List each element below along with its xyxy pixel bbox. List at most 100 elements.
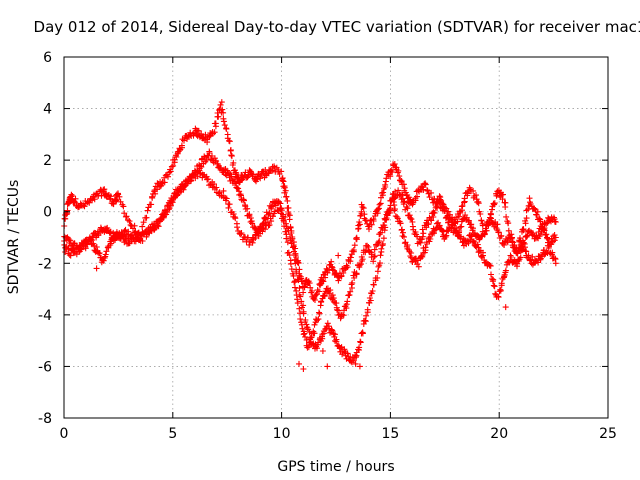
y-tick-label: 0 xyxy=(43,205,52,221)
data-point xyxy=(475,200,482,207)
data-point xyxy=(118,232,125,239)
data-point xyxy=(422,181,429,188)
data-point xyxy=(355,222,362,229)
data-point xyxy=(550,233,557,240)
data-point xyxy=(103,248,110,255)
data-point xyxy=(505,220,512,227)
data-point xyxy=(399,226,405,233)
data-point xyxy=(488,271,494,278)
data-point xyxy=(328,326,335,333)
data-point xyxy=(100,257,107,264)
data-point xyxy=(448,226,455,232)
data-point xyxy=(138,233,145,240)
data-point xyxy=(536,215,543,222)
data-point xyxy=(127,221,134,228)
data-point xyxy=(284,197,291,204)
data-point xyxy=(272,202,279,209)
data-point xyxy=(148,201,155,208)
data-point xyxy=(211,129,218,136)
data-point xyxy=(520,239,527,246)
data-point xyxy=(422,180,429,187)
data-point xyxy=(420,230,427,237)
data-point xyxy=(221,122,228,129)
data-point xyxy=(522,220,529,227)
data-point xyxy=(368,290,375,297)
data-point xyxy=(131,222,138,229)
data-point xyxy=(376,231,383,238)
data-point xyxy=(171,159,178,166)
data-point xyxy=(401,198,408,205)
data-point xyxy=(419,226,426,233)
data-point xyxy=(173,193,179,200)
data-point xyxy=(65,236,72,242)
data-point xyxy=(173,153,180,160)
data-point xyxy=(424,187,431,194)
data-point xyxy=(482,225,489,232)
data-point xyxy=(91,196,98,203)
data-point xyxy=(302,333,309,340)
data-point xyxy=(291,248,297,255)
data-point xyxy=(387,173,394,180)
data-point xyxy=(290,272,297,279)
data-point xyxy=(478,217,485,224)
data-point xyxy=(346,292,353,299)
data-point xyxy=(286,252,293,259)
data-point xyxy=(412,197,419,204)
data-point xyxy=(166,169,173,176)
data-point xyxy=(306,280,313,287)
data-point xyxy=(294,276,301,283)
x-tick-label: 20 xyxy=(490,426,508,442)
data-point xyxy=(261,214,268,221)
data-point xyxy=(96,250,103,256)
data-point xyxy=(349,279,356,286)
data-point xyxy=(487,262,494,269)
data-point xyxy=(206,148,213,155)
data-point xyxy=(368,221,375,228)
data-point xyxy=(403,203,410,210)
data-point xyxy=(293,268,300,275)
data-point xyxy=(161,179,168,186)
data-point xyxy=(374,274,381,281)
data-point xyxy=(382,224,389,231)
data-point xyxy=(375,239,382,246)
data-point xyxy=(395,187,402,194)
data-point xyxy=(523,215,530,222)
data-point xyxy=(347,254,354,261)
data-point xyxy=(351,275,358,281)
data-point xyxy=(329,292,336,299)
data-point xyxy=(154,222,161,229)
data-point xyxy=(164,209,171,216)
data-point xyxy=(364,242,371,249)
data-point xyxy=(328,263,335,270)
data-point xyxy=(338,273,345,280)
data-point xyxy=(293,254,299,260)
data-point xyxy=(414,193,420,200)
data-point xyxy=(344,264,351,271)
data-point xyxy=(498,280,505,287)
plot-frame xyxy=(63,56,609,419)
data-point xyxy=(326,290,333,297)
data-point xyxy=(389,169,396,176)
data-point xyxy=(509,234,515,241)
data-point xyxy=(246,241,253,248)
data-point xyxy=(102,251,109,258)
chart-title: Day 012 of 2014, Sidereal Day-to-day VTE… xyxy=(34,18,640,36)
data-point xyxy=(279,215,285,222)
data-point xyxy=(198,163,205,170)
data-point xyxy=(396,173,403,180)
data-point xyxy=(316,288,322,295)
data-point xyxy=(286,216,293,223)
data-point xyxy=(349,285,355,291)
data-point xyxy=(442,233,449,240)
data-point xyxy=(333,336,340,343)
data-point xyxy=(215,113,222,120)
data-point xyxy=(383,175,390,182)
data-point xyxy=(437,194,444,201)
data-point xyxy=(380,235,387,242)
data-point xyxy=(300,289,307,296)
data-point xyxy=(480,252,486,259)
data-point xyxy=(537,253,544,260)
data-point xyxy=(300,331,307,338)
x-axis-label: GPS time / hours xyxy=(277,459,394,475)
data-point xyxy=(220,187,227,194)
